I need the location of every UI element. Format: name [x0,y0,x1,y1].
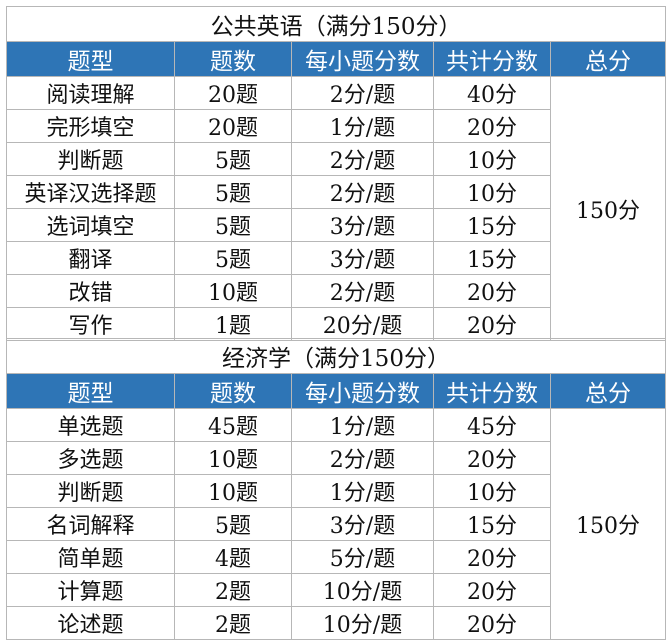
column-header: 题型 [6,373,175,409]
table-cell: 1题 [174,307,292,341]
table-cell: 45题 [174,408,292,442]
table-cell: 3分/题 [291,241,434,275]
table-cell: 写作 [6,307,175,341]
table-cell: 论述题 [6,606,175,640]
table-cell: 5题 [174,175,292,209]
column-header: 共计分数 [433,373,551,409]
total-score-cell: 150分 [549,76,667,341]
table-cell: 45分 [433,408,551,442]
table-cell: 1分/题 [291,109,434,143]
section-title: 经济学（满分150分） [6,338,666,374]
table-cell: 10题 [174,274,292,308]
table-cell: 2分/题 [291,441,434,475]
table-row: 写作 1题 20分/题 20分 [6,307,666,341]
table-cell: 5分/题 [291,540,434,574]
table-cell: 20分 [433,606,551,640]
table-row: 判断题 10题 1分/题 10分 [6,474,666,508]
table-cell: 2题 [174,606,292,640]
table-cell: 20分/题 [291,307,434,341]
table-cell: 10题 [174,441,292,475]
table-cell: 单选题 [6,408,175,442]
table-cell: 计算题 [6,573,175,607]
table-cell: 1分/题 [291,474,434,508]
column-header: 共计分数 [433,41,551,77]
economics-score-table: 经济学（满分150分） 题型 题数 每小题分数 共计分数 总分 单选题 45题 1分/题 45分 1… [6,338,666,640]
table-cell: 20题 [174,76,292,110]
column-header: 每小题分数 [291,373,434,409]
table-cell: 5题 [174,241,292,275]
table-row: 计算题 2题 10分/题 20分 [6,573,666,607]
table-row: 改错 10题 2分/题 20分 [6,274,666,308]
table-cell: 英译汉选择题 [6,175,175,209]
table-cell: 4题 [174,540,292,574]
table-row: 阅读理解 20题 2分/题 40分 150分 [6,76,667,341]
table-cell: 10题 [174,474,292,508]
table-row: 英译汉选择题 5题 2分/题 10分 [6,175,666,209]
table-cell: 完形填空 [6,109,175,143]
table-cell: 翻译 [6,241,175,275]
table-row: 论述题 2题 10分/题 20分 [6,606,666,640]
table-cell: 2分/题 [291,142,434,176]
column-header: 每小题分数 [291,41,434,77]
table-cell: 选词填空 [6,208,175,242]
table-cell: 判断题 [6,474,175,508]
table-cell: 20分 [433,307,551,341]
table-cell: 1分/题 [291,408,434,442]
table-cell: 10分/题 [291,573,434,607]
english-score-table: 公共英语（满分150分） 题型 题数 每小题分数 共计分数 总分 阅读理解 20题 2分/题 40… [5,6,667,341]
table-cell: 20分 [433,573,551,607]
table-row: 简单题 4题 5分/题 20分 [6,540,666,574]
table-cell: 简单题 [6,540,175,574]
table-cell: 15分 [433,241,551,275]
table-cell: 10分 [433,474,551,508]
table-cell: 10分/题 [291,606,434,640]
table-cell: 3分/题 [291,208,434,242]
table-cell: 2分/题 [291,76,434,110]
table-row: 名词解释 5题 3分/题 15分 [6,507,666,541]
table-cell: 3分/题 [291,507,434,541]
table-cell: 20分 [433,109,551,143]
table-cell: 2分/题 [291,274,434,308]
table-row: 翻译 5题 3分/题 15分 [6,241,666,275]
column-header: 题数 [174,41,292,77]
table-cell: 名词解释 [6,507,175,541]
table-cell: 改错 [6,274,175,308]
table-cell: 阅读理解 [6,76,175,110]
table-cell: 2分/题 [291,175,434,209]
column-header: 题数 [174,373,292,409]
table-cell: 多选题 [6,441,175,475]
table-row: 单选题 45题 1分/题 45分 150分 [6,408,666,640]
table-cell: 15分 [433,507,551,541]
table-cell: 40分 [433,76,551,110]
table-cell: 5题 [174,208,292,242]
table-cell: 2题 [174,573,292,607]
column-header: 总分 [549,41,667,77]
table-cell: 20分 [433,441,551,475]
table-row: 选词填空 5题 3分/题 15分 [6,208,666,242]
table-cell: 5题 [174,142,292,176]
table-cell: 5题 [174,507,292,541]
table-cell: 20分 [433,274,551,308]
table-cell: 20题 [174,109,292,143]
total-score-cell: 150分 [550,408,666,640]
table-cell: 10分 [433,175,551,209]
table-cell: 15分 [433,208,551,242]
table-cell: 20分 [433,540,551,574]
column-header: 总分 [550,373,666,409]
section-title: 公共英语（满分150分） [5,6,667,42]
table-cell: 10分 [433,142,551,176]
column-header: 题型 [6,41,175,77]
table-cell: 判断题 [6,142,175,176]
